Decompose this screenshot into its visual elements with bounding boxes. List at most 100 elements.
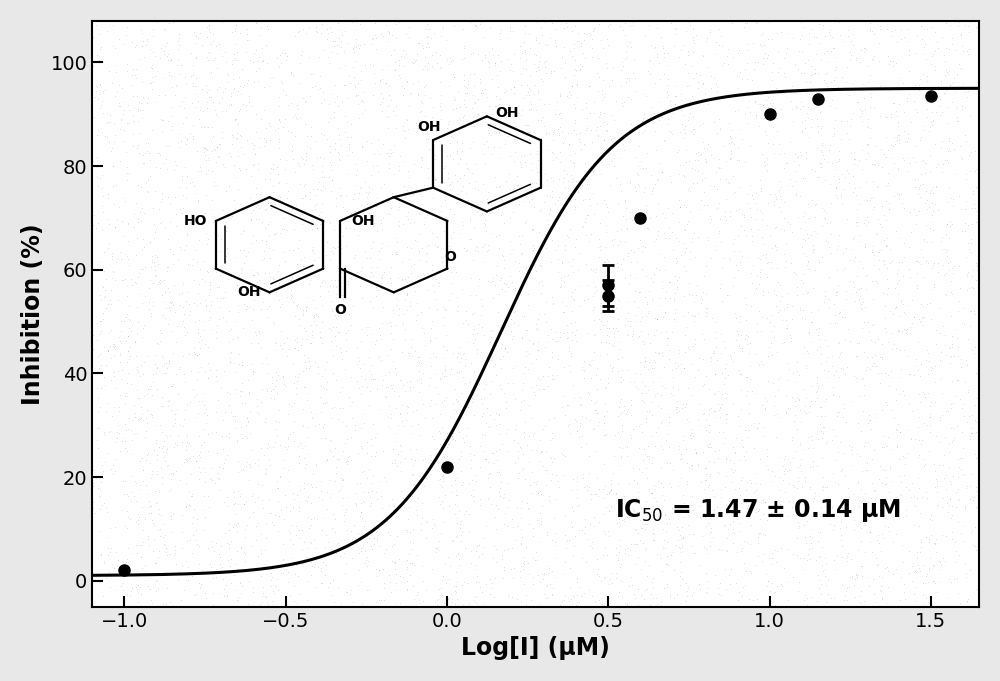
Point [139, 35, 155, 46]
Point [589, 384, 605, 395]
Point [627, 285, 643, 296]
Point [357, 516, 373, 526]
Point [417, 454, 433, 464]
Point [456, 52, 472, 63]
Point [583, 125, 599, 136]
Point [910, 336, 926, 347]
Point [498, 402, 514, 413]
Point [312, 213, 328, 224]
Point [113, 315, 129, 326]
Point [359, 381, 375, 392]
Point [755, 100, 771, 111]
Point [447, 434, 463, 445]
Point [475, 407, 491, 418]
Point [755, 289, 771, 300]
Point [962, 110, 978, 121]
Point [533, 275, 549, 286]
Point [916, 236, 932, 247]
Point [152, 52, 168, 63]
Point [749, 422, 765, 433]
Point [968, 502, 984, 513]
Point [926, 279, 942, 289]
Point [733, 404, 749, 415]
Point [612, 409, 628, 419]
Point [566, 42, 582, 53]
Point [563, 170, 579, 180]
Point [707, 406, 723, 417]
Point [634, 264, 650, 274]
Point [811, 19, 827, 30]
Point [108, 547, 124, 558]
Point [713, 329, 729, 340]
Point [956, 398, 972, 409]
Point [760, 287, 776, 298]
Point [363, 242, 379, 253]
Point [497, 343, 513, 353]
Point [663, 18, 679, 29]
Point [739, 385, 755, 396]
Point [540, 219, 556, 229]
Point [327, 475, 343, 486]
Point [243, 358, 259, 369]
Point [599, 253, 615, 264]
Point [826, 170, 842, 181]
Point [919, 194, 935, 205]
Point [731, 44, 747, 55]
Point [583, 373, 599, 384]
Point [797, 114, 813, 125]
Point [748, 468, 764, 479]
Point [223, 578, 239, 589]
Point [353, 576, 369, 587]
Point [597, 125, 613, 136]
Point [487, 359, 503, 370]
Point [821, 27, 837, 37]
Point [966, 492, 982, 503]
Point [939, 155, 955, 165]
Point [879, 561, 895, 572]
Point [307, 357, 323, 368]
Point [592, 240, 608, 251]
Point [692, 511, 708, 522]
Point [400, 272, 416, 283]
Point [911, 184, 927, 195]
Point [927, 396, 943, 407]
Point [798, 286, 814, 297]
Point [910, 473, 926, 484]
Point [914, 492, 930, 503]
Point [659, 333, 675, 344]
Point [285, 358, 301, 369]
Point [599, 124, 615, 135]
Point [625, 16, 641, 27]
Point [361, 365, 377, 376]
Point [708, 204, 724, 215]
Point [754, 311, 770, 322]
Point [233, 588, 249, 599]
Point [399, 584, 415, 595]
Point [219, 221, 235, 232]
Point [480, 142, 496, 153]
Point [697, 475, 713, 486]
Point [615, 375, 631, 385]
Point [943, 287, 959, 298]
Point [303, 319, 319, 330]
Point [900, 35, 916, 46]
Point [569, 35, 585, 46]
Point [263, 393, 279, 404]
Point [456, 98, 472, 109]
Point [481, 61, 497, 72]
Point [539, 530, 555, 541]
Point [295, 92, 311, 103]
Point [166, 549, 182, 560]
Point [971, 167, 987, 178]
Point [291, 481, 307, 492]
Point [453, 446, 469, 457]
Point [728, 499, 744, 510]
Point [356, 87, 372, 98]
Point [582, 414, 598, 425]
Point [596, 492, 612, 503]
Point [727, 187, 743, 197]
Point [312, 70, 328, 81]
Point [514, 333, 530, 344]
Point [172, 69, 188, 80]
Point [196, 217, 212, 228]
